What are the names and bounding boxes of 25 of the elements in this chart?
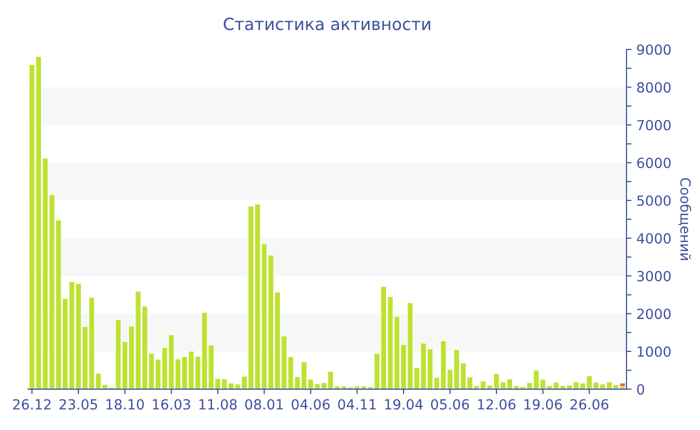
x-tick-label: 18.10 — [106, 399, 144, 410]
y-tick-label: 5000 — [637, 195, 671, 206]
x-tick-label: 04.11 — [338, 399, 376, 410]
y-tick-label: 2000 — [637, 308, 671, 320]
x-tick-label: 19.06 — [524, 399, 562, 410]
y-tick-label: 7000 — [637, 120, 671, 130]
x-tick-label: 26.12 — [13, 399, 50, 410]
y-axis-title: Сообщений — [678, 178, 692, 260]
y-tick-label: 8000 — [637, 82, 671, 93]
y-tick-label: 4000 — [636, 233, 671, 244]
chart-title: Статистика активности — [224, 18, 430, 30]
y-tick-label: 6000 — [637, 158, 671, 168]
x-tick-label: 11.08 — [199, 399, 237, 410]
x-tick-label: 23.05 — [60, 399, 98, 410]
y-tick-label: 0 — [637, 384, 644, 395]
x-tick-label: 05.06 — [431, 399, 470, 410]
y-tick-label: 1000 — [638, 346, 671, 357]
x-tick-label: 16.03 — [152, 399, 190, 410]
y-tick-label: 3000 — [637, 270, 671, 282]
x-tick-label: 12.06 — [478, 399, 516, 410]
x-tick-label: 19.04 — [385, 399, 423, 410]
y-tick-label: 9000 — [637, 44, 671, 55]
x-tick-label: 04.06 — [292, 399, 330, 410]
x-tick-label: 08.01 — [245, 399, 283, 410]
x-tick-label: 26.06 — [570, 399, 608, 410]
